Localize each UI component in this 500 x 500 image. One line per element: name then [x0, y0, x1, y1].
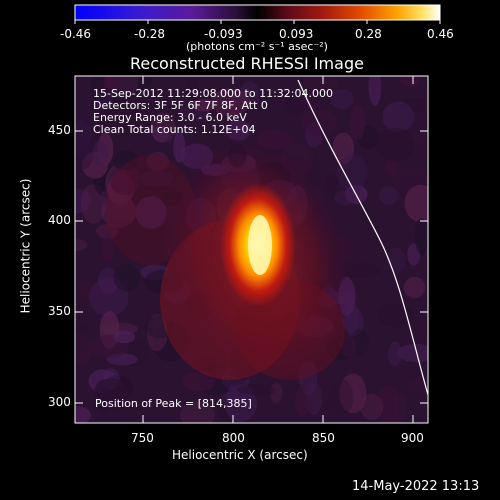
image-texture-blob — [376, 303, 413, 328]
image-texture-blob — [96, 223, 119, 239]
image-texture-blob — [173, 131, 186, 163]
image-texture-blob — [82, 151, 108, 179]
image-texture-blob — [376, 127, 415, 162]
image-texture-blob — [294, 387, 310, 417]
colorbar-tick-label: -0.46 — [60, 27, 92, 41]
image-texture-blob — [382, 101, 415, 133]
image-texture-blob — [191, 99, 216, 112]
x-tick-label: 800 — [222, 431, 245, 445]
y-tick-marks — [75, 130, 428, 404]
image-texture-blob — [180, 400, 215, 423]
image-texture-blob — [101, 233, 115, 262]
colorbar-tick-label: -0.093 — [204, 27, 243, 41]
image-texture-blob — [75, 322, 91, 355]
colorbar-tick-label: 0.093 — [279, 27, 314, 41]
image-texture-blob — [339, 373, 367, 414]
image-texture-blob — [337, 153, 368, 192]
image-texture-blob — [392, 391, 407, 423]
image-texture-blob — [75, 406, 91, 423]
image-texture-blob — [404, 184, 428, 223]
x-tick-label: 850 — [312, 431, 335, 445]
peak-position-label: Position of Peak = [814,385] — [95, 397, 252, 410]
image-texture-blob — [184, 76, 199, 102]
image-texture-blob — [328, 378, 354, 415]
info-line-energy-range: Energy Range: 3.0 - 6.0 keV — [93, 111, 247, 124]
image-texture-blob — [103, 76, 121, 99]
colorbar-tick-label: 0.46 — [427, 27, 454, 41]
image-texture-blob — [368, 76, 382, 106]
y-tick-label: 400 — [48, 213, 71, 227]
plot-title: Reconstructed RHESSI Image — [130, 54, 364, 73]
colorbar — [74, 4, 441, 21]
x-tick-label: 750 — [131, 431, 154, 445]
image-texture-blob — [222, 391, 253, 406]
image-texture-blob — [387, 341, 402, 367]
image-texture-blob — [139, 170, 174, 187]
info-line-counts: Clean Total counts: 1.12E+04 — [93, 123, 256, 136]
image-texture-blob — [359, 394, 384, 420]
info-line-time-range: 15-Sep-2012 11:29:08.000 to 11:32:04.000 — [93, 87, 333, 100]
image-texture-blob — [283, 98, 307, 114]
colorbar-ticks — [74, 20, 441, 24]
image-texture-blob — [182, 371, 216, 392]
solar-limb-line — [297, 79, 428, 396]
image-texture-blob — [75, 333, 93, 365]
image-texture-blob — [112, 150, 139, 170]
image-texture-blob — [385, 159, 398, 176]
image-texture-blob — [94, 88, 130, 108]
colorbar-tick-label: -0.28 — [134, 27, 166, 41]
y-axis-label: Heliocentric Y (arcsec) — [18, 178, 33, 314]
image-texture-blob — [75, 130, 95, 170]
info-line-detectors: Detectors: 3F 5F 6F 7F 8F, Att 0 — [93, 99, 268, 112]
x-tick-marks — [142, 76, 414, 423]
image-texture-blob — [150, 112, 176, 143]
image-texture-blob — [399, 76, 421, 87]
y-tick-label: 350 — [48, 304, 71, 318]
image-texture-blob — [411, 131, 427, 144]
image-texture-blob — [92, 139, 109, 167]
image-texture-blob — [379, 186, 399, 205]
image-texture-blob — [92, 378, 130, 414]
y-tick-label: 300 — [48, 395, 71, 409]
image-texture-blob — [109, 163, 140, 196]
image-texture-blob — [334, 190, 355, 206]
image-texture-blob — [349, 104, 366, 141]
image-texture-blob — [75, 119, 92, 160]
image-texture-blob — [403, 276, 426, 299]
image-texture-blob — [332, 132, 355, 165]
image-texture-blob — [76, 277, 93, 297]
image-texture-blob — [146, 314, 168, 352]
colorbar-tick-label: 0.28 — [355, 27, 382, 41]
image-texture-blob — [152, 125, 169, 142]
image-texture-blob — [75, 188, 92, 213]
image-texture-blob — [92, 123, 118, 143]
x-axis-label: Heliocentric X (arcsec) — [172, 448, 308, 462]
image-texture-blob — [302, 76, 340, 91]
rhessi-image — [75, 76, 428, 423]
image-texture-blob — [113, 264, 141, 292]
image-texture-blob — [407, 377, 426, 395]
image-texture-blob — [397, 343, 428, 363]
image-texture-blob — [415, 218, 428, 255]
image-texture-blob — [305, 381, 323, 416]
image-texture-blob — [75, 239, 88, 252]
image-texture-blob — [210, 88, 250, 116]
x-tick-label: 900 — [401, 431, 424, 445]
image-texture-blob — [330, 89, 354, 110]
plot-frame — [74, 75, 429, 424]
y-tick-label: 450 — [48, 123, 71, 137]
image-texture-blob — [376, 385, 400, 423]
image-texture-blob — [146, 151, 169, 172]
colorbar-units-label: (photons cm⁻² s⁻¹ asec⁻²) — [186, 40, 328, 53]
image-texture-blob — [113, 330, 136, 344]
image-texture-blob — [135, 196, 167, 229]
image-texture-blob — [350, 329, 369, 356]
footer-timestamp: 14-May-2022 13:13 — [352, 479, 480, 494]
